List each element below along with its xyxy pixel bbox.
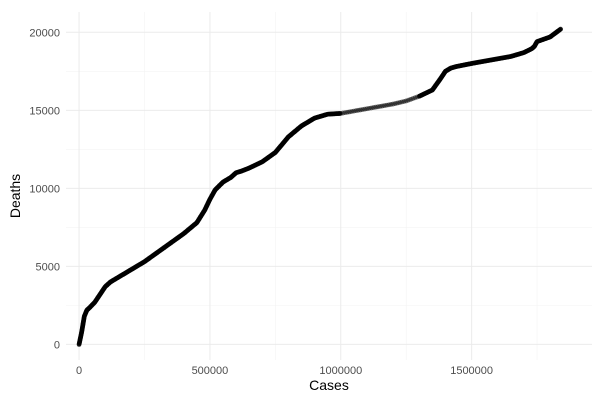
x-axis-title: Cases xyxy=(309,377,349,393)
data-point xyxy=(558,26,563,32)
y-tick-label: 10000 xyxy=(29,183,60,195)
x-tick-label: 0 xyxy=(76,365,82,377)
grid-lines xyxy=(66,12,592,360)
x-tick-label: 500000 xyxy=(192,365,229,377)
y-axis-title: Deaths xyxy=(7,174,23,218)
y-tick-label: 5000 xyxy=(36,261,60,273)
y-tick-label: 15000 xyxy=(29,105,60,117)
data-points xyxy=(76,26,563,347)
x-tick-label: 1500000 xyxy=(450,365,493,377)
y-axis-ticks: 0 5000 10000 15000 20000 xyxy=(29,27,60,351)
x-axis-ticks: 0 500000 1000000 1500000 xyxy=(76,365,493,377)
y-tick-label: 20000 xyxy=(29,27,60,39)
y-tick-label: 0 xyxy=(54,339,60,351)
x-tick-label: 1000000 xyxy=(319,365,362,377)
